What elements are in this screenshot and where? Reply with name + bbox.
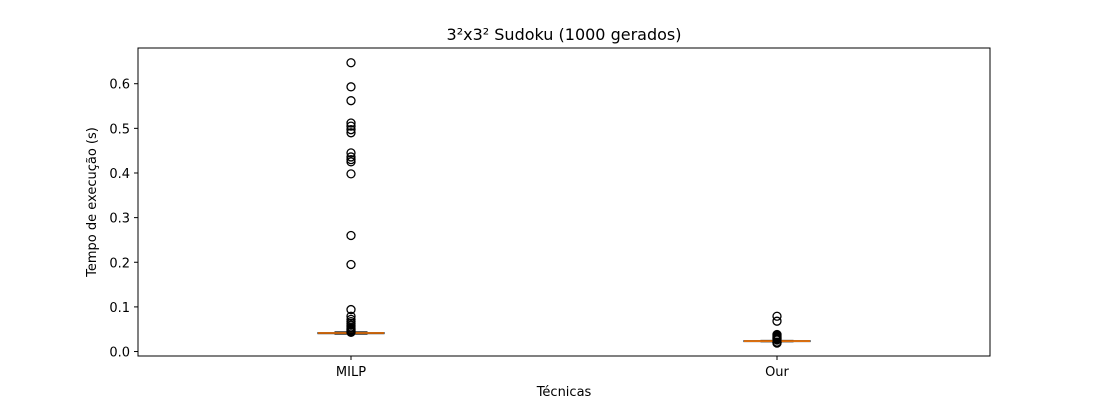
y-axis-label: Tempo de execução (s) <box>85 127 100 278</box>
outlier-point <box>346 304 356 315</box>
y-tick-label: 0.2 <box>109 256 130 271</box>
box-our <box>743 311 811 348</box>
chart-title: 3²x3² Sudoku (1000 gerados) <box>447 25 682 44</box>
outlier-point <box>346 121 356 131</box>
y-tick-label: 0.1 <box>109 301 130 316</box>
y-tick-label: 0.0 <box>109 346 130 361</box>
x-axis-label: Técnicas <box>536 385 592 400</box>
x-tick-label: Our <box>765 365 789 380</box>
outlier-point <box>346 311 356 321</box>
x-tick-label: MILP <box>336 365 366 380</box>
y-tick-label: 0.6 <box>109 78 130 93</box>
outlier-point <box>346 327 356 337</box>
plot-area <box>317 58 811 348</box>
outlier-point <box>346 157 356 167</box>
outlier-point <box>346 125 356 135</box>
box-milp <box>317 58 385 337</box>
outlier-point <box>346 128 356 138</box>
y-tick-label: 0.4 <box>109 167 130 182</box>
outlier-point <box>772 316 782 326</box>
outlier-point <box>772 311 782 321</box>
y-tick-label: 0.5 <box>109 122 130 137</box>
outlier-point <box>772 338 782 348</box>
outlier-point <box>346 118 356 128</box>
outlier-point <box>346 148 356 158</box>
outlier-point <box>346 152 356 162</box>
outlier-point <box>346 259 356 270</box>
plot-frame <box>137 47 991 357</box>
outlier-point <box>346 82 356 92</box>
outlier-point <box>346 169 356 179</box>
outlier-point <box>346 96 356 106</box>
y-tick-label: 0.3 <box>109 212 130 227</box>
outlier-point <box>346 230 356 241</box>
outlier-point <box>346 58 356 68</box>
